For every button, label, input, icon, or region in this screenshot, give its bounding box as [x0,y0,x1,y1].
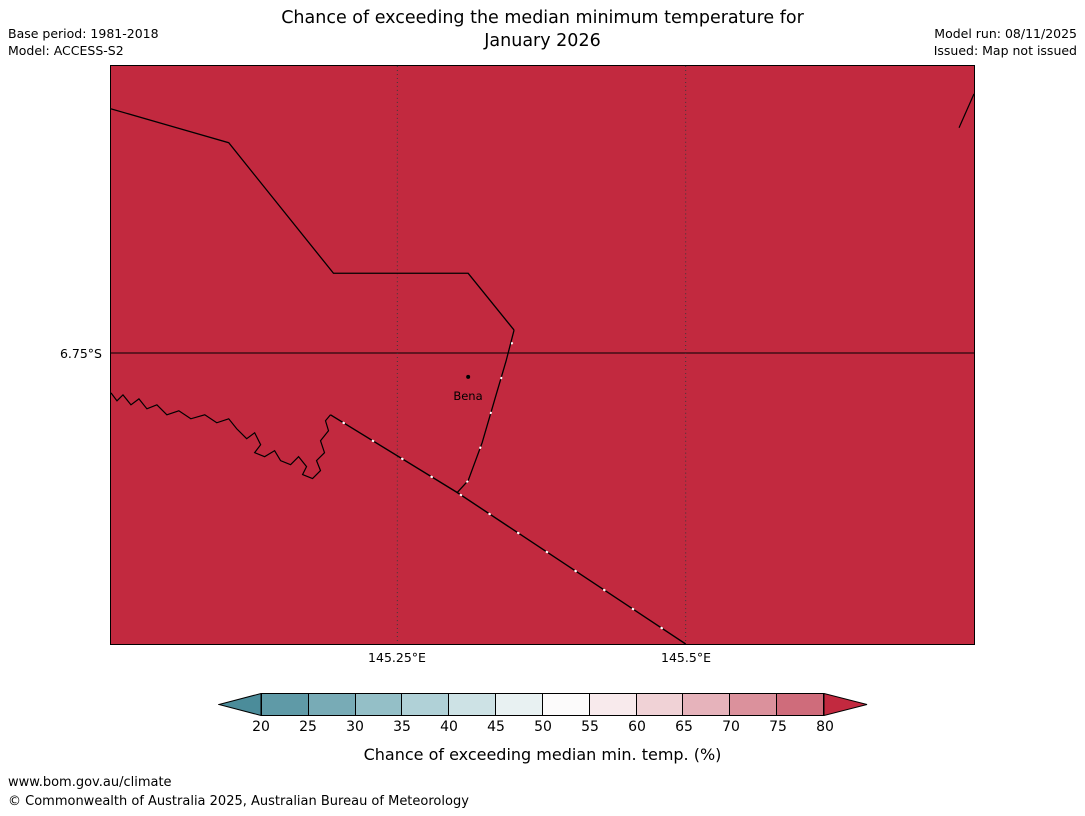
colorbar-segment [495,693,542,716]
colorbar-tick-label: 65 [675,719,693,735]
colorbar-tick-label: 80 [816,719,834,735]
x-axis-tick-label-1: 145.25°E [368,650,426,665]
boundary-line [111,108,515,331]
colorbar-segment [729,693,777,716]
colorbar-segment [541,693,589,716]
issued-label: Issued: Map not issued [933,43,1077,58]
meta-left: Base period: 1981-2018 Model: ACCESS-S2 [8,25,159,59]
boundary-marker-dots [458,342,514,492]
road-marker-dots [342,421,687,644]
colorbar-ticks: 20 25 30 35 40 45 50 55 60 65 70 75 80 [218,719,868,737]
colorbar-segment [635,693,683,716]
footer-url: www.bom.gov.au/climate [8,775,172,790]
page-title: Chance of exceeding the median minimum t… [0,7,1085,53]
edge-boundary-segment [958,93,974,129]
colorbar-segment [588,693,636,716]
colorbar-tick-label: 55 [581,719,599,735]
colorbar-segment [354,693,402,716]
page-title-line1: Chance of exceeding the median minimum t… [281,8,804,28]
colorbar-tick-label: 40 [440,719,458,735]
x-axis-tick-label-2: 145.5°E [661,650,711,665]
colorbar-tick-label: 70 [722,719,740,735]
map-canvas: Bena [110,65,975,645]
colorbar-segment [776,693,824,716]
model-label: Model: ACCESS-S2 [8,43,124,58]
river-line [111,392,331,480]
colorbar-tick-label: 60 [628,719,646,735]
base-period-label: Base period: 1981-2018 [8,26,159,41]
map-features-svg [111,66,974,644]
colorbar-segment [682,693,730,716]
colorbar-tick-label: 30 [346,719,364,735]
colorbar-tick-label: 25 [299,719,317,735]
colorbar-segment [448,693,496,716]
boundary-tail-line [456,329,515,493]
meta-right: Model run: 08/11/2025 Issued: Map not is… [934,25,1077,59]
footer-copyright: © Commonwealth of Australia 2025, Austra… [8,794,469,809]
colorbar-segment [307,693,355,716]
colorbar-tick-label: 50 [534,719,552,735]
model-run-label: Model run: 08/11/2025 [934,26,1077,41]
colorbar-tick-label: 75 [769,719,787,735]
page-title-line2: January 2026 [484,31,601,51]
colorbar-tick-label: 20 [252,719,270,735]
colorbar-tick-label: 45 [487,719,505,735]
colorbar-tick-label: 35 [393,719,411,735]
colorbar-left-arrow [218,693,261,716]
y-axis-tick-label: 6.75°S [59,346,102,361]
colorbar-segment [261,693,308,716]
colorbar-segments [261,693,824,716]
colorbar-right-arrow [824,693,868,716]
colorbar-caption: Chance of exceeding median min. temp. (%… [363,745,722,764]
town-dot [466,374,471,379]
town-label: Bena [453,389,483,403]
colorbar-segment [401,693,449,716]
colorbar [218,693,868,716]
